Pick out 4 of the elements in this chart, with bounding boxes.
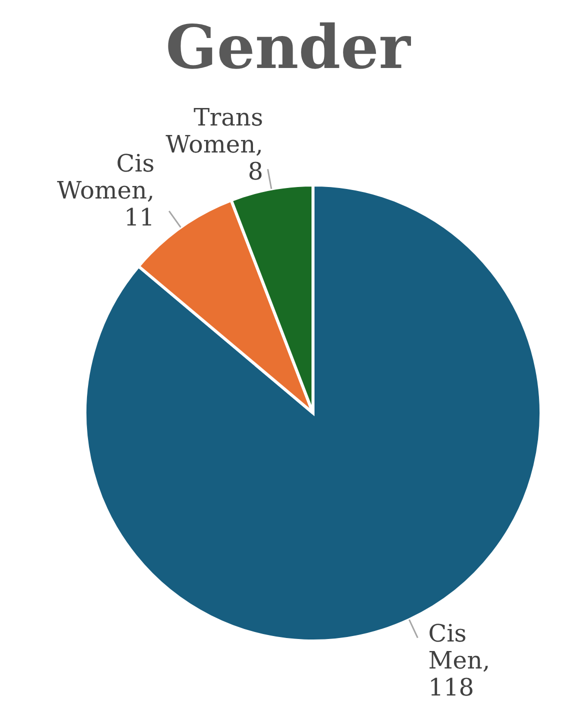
slice-label: Trans Women, 8 [166,104,264,186]
slice-label: Cis Women, 11 [57,150,155,232]
chart-title: Gender [164,12,412,85]
slice-label: Cis Men, 118 [428,619,490,702]
